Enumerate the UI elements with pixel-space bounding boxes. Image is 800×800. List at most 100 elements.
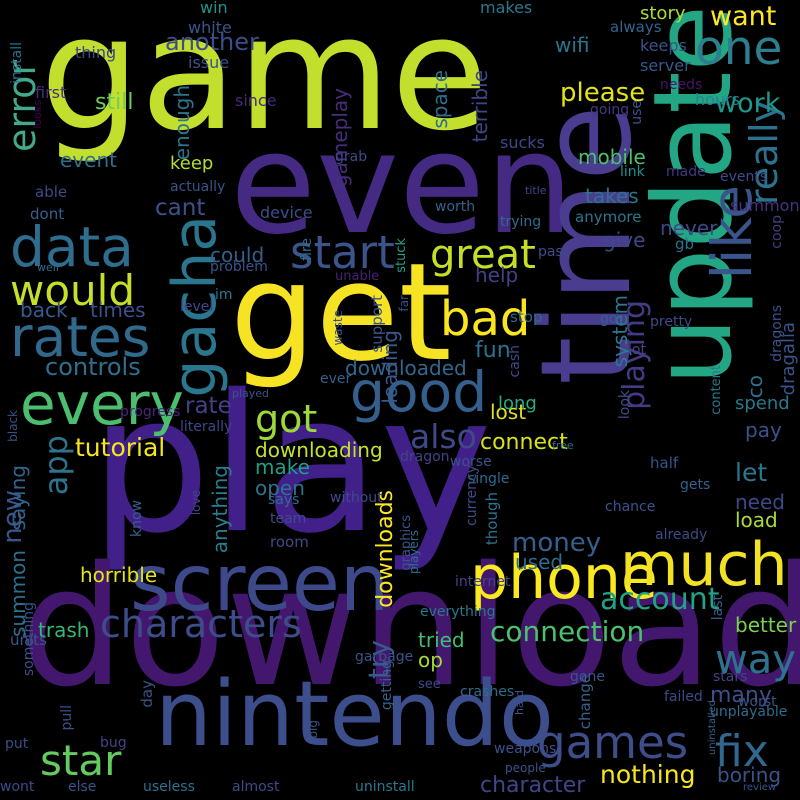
word-garbage: garbage [355, 649, 414, 665]
word-many: many [710, 683, 772, 708]
word-trying: trying [500, 214, 542, 230]
word-app: app [37, 435, 75, 496]
word-keep: keep [170, 153, 214, 174]
word-fix: fix [715, 726, 769, 777]
word-love: love [189, 490, 203, 516]
word-back: back [20, 298, 68, 322]
word-fire: fire [299, 238, 315, 261]
word-pay: pay [745, 418, 782, 442]
word-chance: chance [605, 499, 656, 515]
word-crashes: crashes [460, 684, 515, 700]
word-rate: rate [185, 393, 232, 419]
word-look: look [617, 390, 633, 420]
word-bad: bad [440, 291, 531, 347]
word-uninstalled: uninstalled [707, 700, 718, 756]
word-cash: cash [507, 345, 523, 378]
word-stop: stop [510, 308, 543, 326]
word-open: open [255, 476, 305, 500]
word-well: well [37, 261, 59, 274]
word-stars: stars [713, 669, 748, 685]
word-also: also [410, 417, 477, 456]
word-go: go [600, 311, 618, 327]
word-dont: dont [30, 205, 65, 223]
word-device: device [260, 203, 313, 222]
word-please: please [560, 78, 646, 108]
word-play: play [90, 354, 493, 575]
word-day: day [138, 680, 156, 708]
word-gone: gone [570, 669, 605, 685]
word-far: far [397, 295, 411, 312]
word-connect: connect [480, 430, 568, 455]
word-win: win [200, 0, 228, 17]
word-start: start [290, 226, 395, 279]
word-star: star [40, 736, 122, 785]
word-anymore: anymore [575, 208, 642, 226]
word-got: got [255, 397, 318, 441]
word-dragons: dragons [769, 305, 785, 362]
word-uninstall: uninstall [355, 779, 415, 795]
word-failed: failed [664, 689, 703, 705]
word-takes: takes [585, 184, 639, 208]
word-trash: trash [38, 618, 90, 642]
word-cant: cant [155, 195, 206, 221]
word-worse: worse [450, 454, 492, 470]
word-summoning: summoning [730, 196, 800, 215]
word-still: still [95, 90, 134, 115]
word-saying: saying [6, 465, 30, 531]
word-way: way [715, 637, 796, 683]
word-want: want [710, 1, 777, 32]
word-gameplay: gameplay [328, 88, 352, 188]
word-even: even [230, 103, 574, 266]
word-one: one [695, 21, 783, 76]
word-single: single [468, 471, 510, 487]
word-ever: ever [320, 371, 352, 387]
word-hard: hard [513, 690, 526, 716]
word-internet: internet [455, 574, 511, 590]
word-says: says [268, 492, 300, 508]
word-always: always [610, 18, 662, 36]
word-getting: getting [379, 660, 395, 711]
word-game: game [40, 0, 489, 166]
word-good: good [350, 360, 488, 424]
word-progress: progress [120, 404, 181, 420]
word-gets: gets [680, 477, 711, 493]
word-big: big [306, 720, 320, 739]
word-makes: makes [480, 0, 533, 17]
word-lost: lost [490, 400, 527, 424]
word-know: know [129, 500, 145, 537]
word-stuck: stuck [394, 238, 409, 273]
word-get: get [230, 234, 452, 391]
word-lot: lot [628, 342, 646, 358]
word-events: events [720, 169, 768, 185]
word-white: white [188, 18, 232, 37]
word-able: able [35, 183, 68, 201]
word-give: give [603, 228, 646, 252]
word-hours: hours [695, 90, 740, 109]
word-played: played [232, 387, 270, 400]
word-sucks: sucks [500, 133, 545, 152]
word-another: another [165, 28, 259, 56]
word-problem: problem [210, 259, 268, 275]
word-wifi: wifi [555, 33, 590, 57]
word-downloading: downloading [255, 438, 383, 462]
word-almost: almost [232, 779, 280, 795]
word-money: money [512, 528, 602, 558]
word-make: make [255, 455, 310, 479]
word-op: op [418, 648, 443, 672]
word-looks: looks [31, 100, 44, 129]
word-everything: everything [420, 604, 496, 620]
word-never: never [660, 216, 718, 240]
word-free: free [552, 439, 574, 452]
word-past: past [538, 244, 569, 260]
word-im: im [215, 287, 233, 303]
word-mobile: mobile [578, 145, 646, 169]
word-pretty: pretty [650, 314, 693, 330]
word-bug: bug [100, 735, 127, 751]
word-keeps: keeps [640, 36, 687, 55]
word-made: made [666, 164, 706, 180]
word-pull: pull [59, 705, 75, 731]
word-help: help [475, 263, 519, 287]
word-thing: thing [75, 43, 117, 62]
word-phone: phone [470, 543, 658, 613]
word-let: let [735, 458, 768, 487]
